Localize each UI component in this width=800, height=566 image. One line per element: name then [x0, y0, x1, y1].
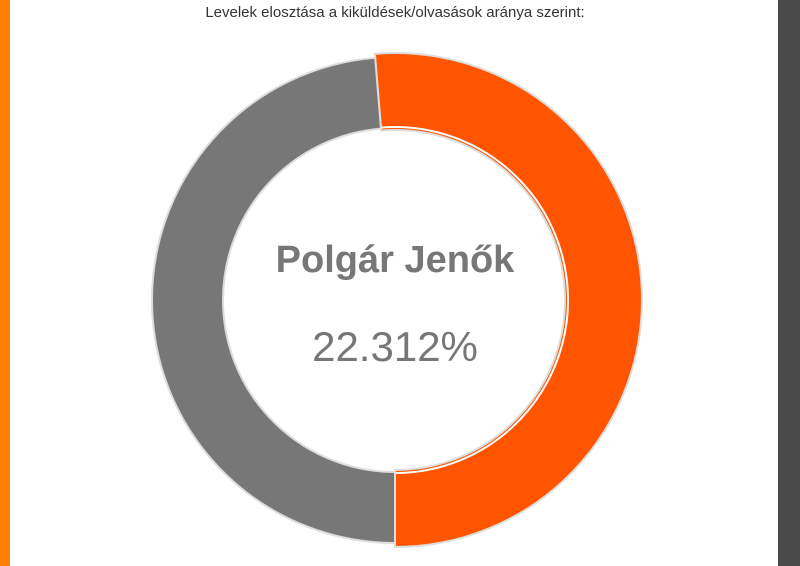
- chart-title: Levelek elosztása a kiküldések/olvasások…: [205, 4, 584, 21]
- center-title: Polgár Jenők: [276, 239, 515, 281]
- center-value: 22.312%: [312, 323, 478, 370]
- donut-slice: [373, 52, 643, 549]
- right-sidebar-edge: [778, 0, 800, 566]
- donut-slice: [151, 56, 396, 545]
- left-sidebar-edge: [0, 0, 10, 566]
- slice-highlight: [380, 126, 569, 474]
